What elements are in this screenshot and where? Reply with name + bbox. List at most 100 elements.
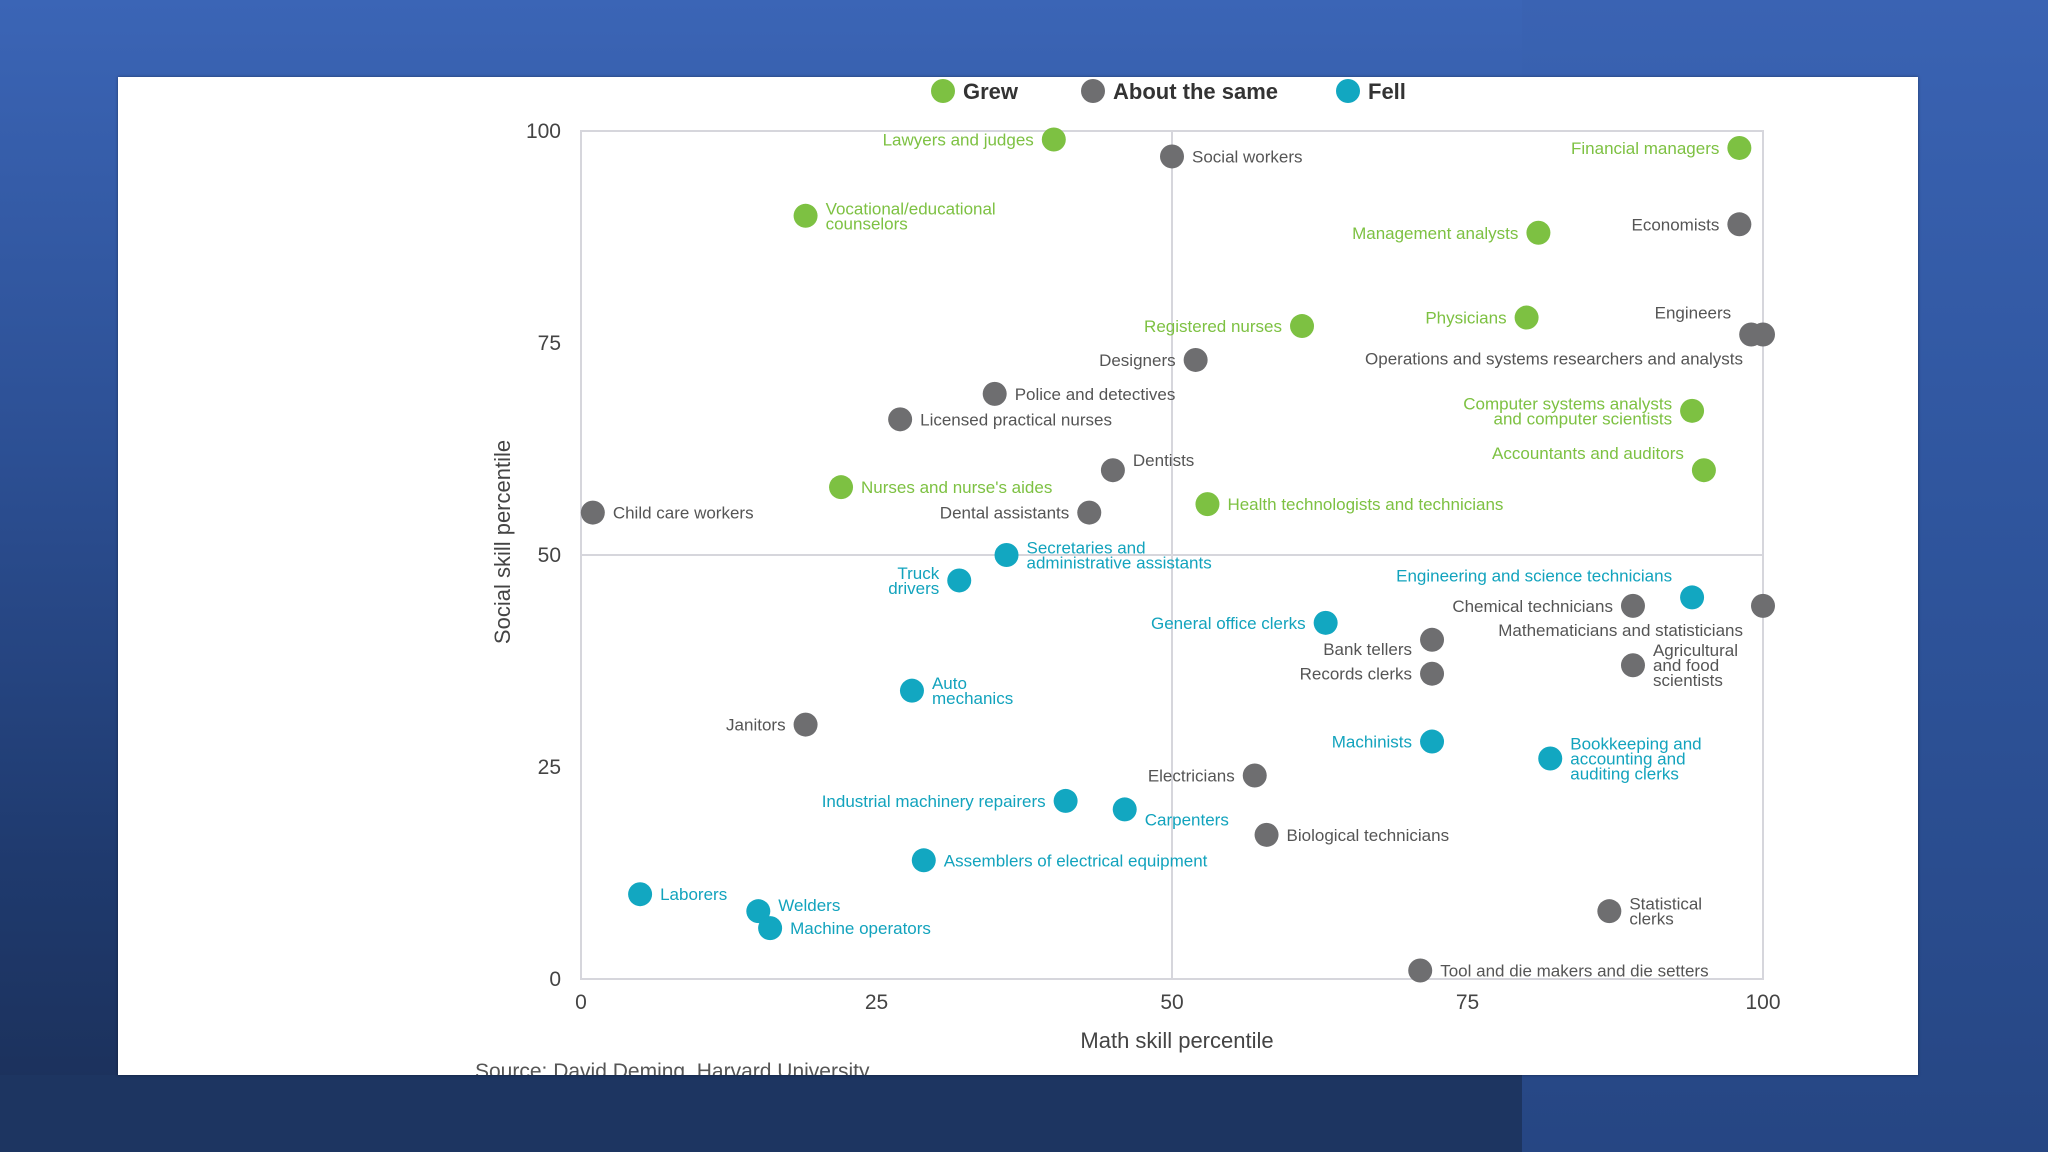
data-point xyxy=(580,500,605,525)
data-point xyxy=(1408,958,1433,983)
data-point-label: Janitors xyxy=(726,716,786,735)
data-point-label: Financial managers xyxy=(1571,139,1719,158)
data-point xyxy=(829,475,854,500)
data-point-label: Biological technicians xyxy=(1287,826,1450,845)
data-point-label: Nurses and nurse's aides xyxy=(861,478,1052,497)
data-point-group: Tool and die makers and die setters xyxy=(1408,958,1709,983)
data-point-group: Computer systems analysts and computer sc… xyxy=(1463,394,1705,428)
data-point xyxy=(911,848,936,873)
data-point-group: Lawyers and judges xyxy=(883,127,1066,152)
data-point xyxy=(1420,627,1445,652)
data-point xyxy=(1290,314,1315,339)
data-point-label: Management analysts xyxy=(1352,224,1518,243)
data-point-group: Agricultural and food scientists xyxy=(1620,641,1738,690)
data-point-label: Agricultural and food scientists xyxy=(1653,641,1738,690)
data-point-group: Biological technicians xyxy=(1254,822,1450,847)
data-point-label: Operations and systems researchers and a… xyxy=(1365,350,1743,369)
data-point-label: Laborers xyxy=(660,885,727,904)
data-point-label: Accountants and auditors xyxy=(1492,444,1684,463)
data-point-label: Bank tellers xyxy=(1323,640,1412,659)
data-point-label: Engineering and science technicians xyxy=(1396,566,1672,585)
data-point-group: Welders xyxy=(746,896,840,924)
data-point-group: Dentists xyxy=(1100,451,1194,483)
legend-label: About the same xyxy=(1113,79,1278,104)
data-point-label: Engineers xyxy=(1655,304,1732,323)
plot-frame xyxy=(580,130,1764,980)
data-point-label: Registered nurses xyxy=(1144,317,1282,336)
data-point-label: Machinists xyxy=(1332,733,1412,752)
data-point-group: Social workers xyxy=(1160,144,1303,169)
data-point-group: Bookkeeping and accounting and auditing cl… xyxy=(1538,735,1702,784)
legend-label: Fell xyxy=(1368,79,1406,104)
data-point-group: Dental assistants xyxy=(940,500,1102,525)
slide-chart-panel: Grew About the same Fell 0 25 50 75 100 0 25 50 75… xyxy=(118,77,1918,1075)
data-point-group: Mathematicians and statisticians xyxy=(1498,593,1775,640)
data-point xyxy=(1620,593,1645,618)
data-point-label: Licensed practical nurses xyxy=(920,410,1112,429)
data-point xyxy=(793,203,818,228)
data-point-group: Financial managers xyxy=(1571,135,1752,160)
x-tick-label: 25 xyxy=(865,991,888,1014)
data-point-group: General office clerks xyxy=(1151,610,1338,635)
legend-swatch xyxy=(931,79,955,103)
data-point-group: Truck drivers xyxy=(888,564,972,598)
data-point xyxy=(1680,398,1705,423)
data-point-group: Industrial machinery repairers xyxy=(822,788,1078,813)
data-point xyxy=(1242,763,1267,788)
data-point xyxy=(994,543,1019,567)
data-point-label: Social workers xyxy=(1192,147,1303,166)
data-point-label: Bookkeeping and accounting and auditing cl… xyxy=(1570,735,1701,784)
data-point-group: Statistical clerks xyxy=(1597,895,1702,929)
data-point-label: Dental assistants xyxy=(940,504,1069,523)
data-point xyxy=(1313,610,1338,635)
data-point-group: Accountants and auditors xyxy=(1492,444,1716,483)
data-point xyxy=(1100,458,1125,483)
data-point xyxy=(746,899,771,924)
data-point-label: Welders xyxy=(778,896,840,915)
data-point-group: Registered nurses xyxy=(1144,314,1315,339)
data-point-group: Economists xyxy=(1631,212,1752,237)
data-point-label: Child care workers xyxy=(613,504,754,523)
data-point xyxy=(899,678,924,703)
scatter-chart: Grew About the same Fell 0 25 50 75 100 0 25 50 75… xyxy=(490,79,1781,1053)
data-point-group: Police and detectives xyxy=(982,381,1175,406)
data-point xyxy=(1254,822,1279,847)
data-point-group: Machinists xyxy=(1332,729,1445,754)
data-point-group: Engineers xyxy=(1655,304,1764,347)
data-point xyxy=(1053,788,1078,813)
data-point-group: Secretaries and administrative assistants xyxy=(994,539,1212,573)
data-point xyxy=(1751,593,1775,618)
x-tick-label: 50 xyxy=(1160,991,1183,1014)
data-point xyxy=(982,381,1007,406)
data-point xyxy=(1597,899,1622,924)
data-point-group: Machine operators xyxy=(758,916,931,941)
data-point-group: Child care workers xyxy=(580,500,754,525)
y-tick-label: 50 xyxy=(538,544,561,567)
legend-label: Grew xyxy=(963,79,1019,104)
data-point xyxy=(1112,797,1137,822)
data-point-group: Carpenters xyxy=(1112,797,1229,829)
data-point-label: Assemblers of electrical equipment xyxy=(944,851,1208,870)
data-point-group: Assemblers of electrical equipment xyxy=(911,848,1208,873)
background-bottom-band xyxy=(0,1075,1522,1152)
x-tick-label: 0 xyxy=(575,991,587,1014)
legend-item-fell: Fell xyxy=(1336,79,1406,104)
data-point-group: Chemical technicians xyxy=(1452,593,1645,618)
data-point-label: Auto mechanics xyxy=(932,674,1013,708)
data-point-label: Lawyers and judges xyxy=(883,130,1034,149)
data-point-group: Engineering and science technicians xyxy=(1396,566,1705,610)
data-point-group: Operations and systems researchers and a… xyxy=(1365,322,1775,369)
data-point-label: Physicians xyxy=(1425,309,1506,328)
data-point xyxy=(1160,144,1184,169)
data-point xyxy=(1620,653,1645,678)
data-point xyxy=(628,882,653,907)
data-point-group: Health technologists and technicians xyxy=(1195,492,1503,517)
data-point-group: Licensed practical nurses xyxy=(888,407,1112,432)
data-point-label: Economists xyxy=(1631,215,1719,234)
data-point-group: Electricians xyxy=(1148,763,1267,788)
data-point-group: Physicians xyxy=(1425,305,1539,330)
data-point xyxy=(1041,127,1066,152)
data-point xyxy=(758,916,783,941)
y-tick-label: 100 xyxy=(526,120,561,143)
data-point xyxy=(1751,322,1775,347)
